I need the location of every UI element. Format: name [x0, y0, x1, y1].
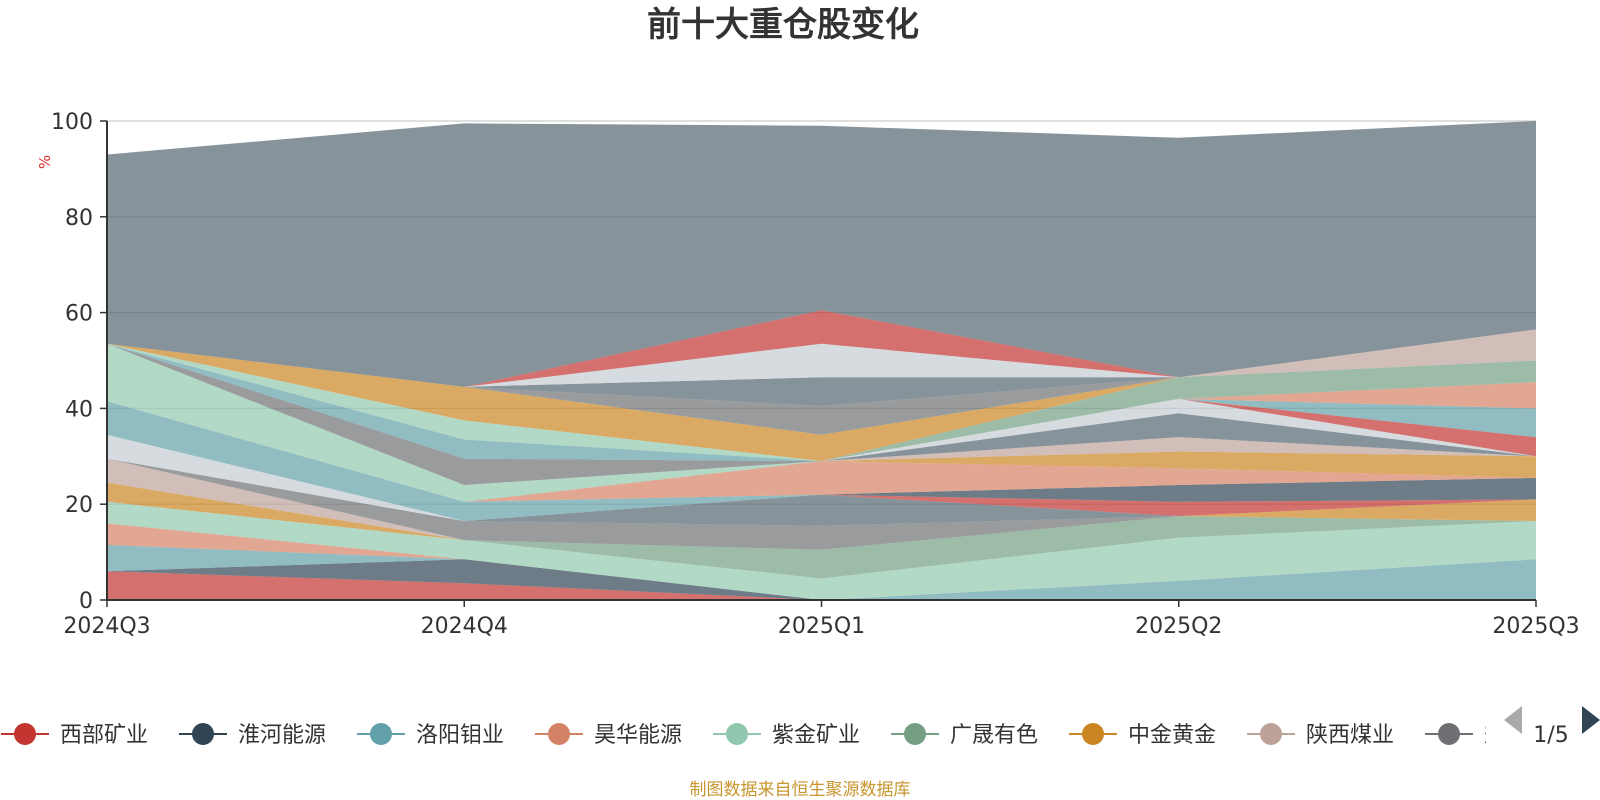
legend-item-3[interactable]: 昊华能源 [535, 723, 682, 748]
area-series-32 [107, 329, 1536, 387]
legend-next-arrow-icon[interactable] [1582, 706, 1600, 734]
area-series-17 [107, 343, 1536, 486]
legend-label: 紫金矿业 [772, 723, 860, 748]
area-series-12 [107, 434, 1536, 521]
y-tick-label-80: 80 [65, 206, 93, 231]
legend-label: 陕西煤业 [1306, 723, 1394, 748]
legend: 西部矿业 淮河能源 洛阳钼业 昊华能源 紫金矿业 广晟有色 中金黄金 陕西煤业 盐湖股份 [1, 723, 1572, 748]
legend-prev-arrow-icon[interactable] [1504, 706, 1522, 734]
legend-items: 西部矿业 淮河能源 洛阳钼业 昊华能源 紫金矿业 广晟有色 中金黄金 陕西煤业 盐湖股份 [1, 723, 1572, 748]
y-tick-label-40: 40 [65, 397, 93, 422]
legend-marker-icon [192, 723, 214, 745]
legend-marker-icon [1438, 723, 1460, 745]
legend-label: 广晟有色 [950, 723, 1038, 748]
legend-label: 西部矿业 [60, 723, 148, 748]
area-series-5 [107, 501, 1536, 579]
y-axis-unit: % [36, 155, 54, 169]
legend-label: 洛阳钼业 [416, 723, 504, 748]
y-tick-label-60: 60 [65, 302, 93, 327]
y-tick-label-0: 0 [79, 589, 93, 614]
legend-marker-icon [370, 723, 392, 745]
y-tick-label-100: 100 [51, 110, 93, 135]
legend-marker-icon [726, 723, 748, 745]
area-series-0 [107, 571, 1536, 600]
area-series-6 [107, 482, 1536, 550]
legend-item-0[interactable]: 西部矿业 [1, 723, 148, 748]
legend-item-4[interactable]: 紫金矿业 [713, 723, 860, 748]
x-tick-label-2024Q4: 2024Q4 [421, 614, 508, 639]
x-tick-label-2025Q3: 2025Q3 [1492, 614, 1579, 639]
source-note: 制图数据来自恒生聚源数据库 [690, 780, 911, 800]
legend-marker-icon [14, 723, 36, 745]
x-axis-ticks: 2024Q3 2024Q4 2025Q1 2025Q2 2025Q3 [63, 600, 1580, 639]
area-series-18 [107, 343, 1536, 486]
x-tick-label-2025Q2: 2025Q2 [1135, 614, 1222, 639]
chart-title: 前十大重仓股变化 [647, 5, 919, 45]
legend-label: 淮河能源 [238, 723, 326, 748]
area-series-9 [107, 458, 1536, 526]
area-series-28 [107, 343, 1536, 462]
area-series-33 [107, 310, 1536, 387]
legend-label: 中金黄金 [1128, 723, 1216, 748]
legend-item-5[interactable]: 广晟有色 [891, 723, 1038, 748]
legend-page-indicator: 1/5 [1533, 723, 1568, 748]
legend-label: 昊华能源 [594, 723, 682, 748]
x-tick-label-2024Q3: 2024Q3 [63, 614, 150, 639]
stacked-areas [107, 121, 1536, 600]
area-series-14 [107, 401, 1536, 502]
legend-marker-icon [548, 723, 570, 745]
legend-item-8[interactable]: 盐湖股份 [1425, 723, 1572, 748]
area-series-24 [107, 343, 1536, 462]
legend-label: 盐湖股份 [1484, 723, 1572, 748]
legend-item-2[interactable]: 洛阳钼业 [357, 723, 504, 748]
x-tick-label-2025Q1: 2025Q1 [778, 614, 865, 639]
area-series-34 [107, 121, 1536, 387]
legend-pager: 1/5 [1504, 706, 1600, 748]
y-tick-label-20: 20 [65, 493, 93, 518]
legend-marker-icon [1082, 723, 1104, 745]
legend-marker-icon [904, 723, 926, 745]
legend-marker-icon [1260, 723, 1282, 745]
legend-item-6[interactable]: 中金黄金 [1069, 723, 1216, 748]
area-series-26 [107, 343, 1536, 462]
area-series-8 [107, 458, 1536, 550]
y-axis-ticks: 0 20 40 60 80 100 [51, 110, 107, 614]
area-series-30 [107, 329, 1536, 435]
legend-item-1[interactable]: 淮河能源 [179, 723, 326, 748]
area-series-20 [107, 343, 1536, 462]
legend-item-7[interactable]: 陕西煤业 [1247, 723, 1394, 748]
area-series-1 [107, 559, 1536, 600]
area-series-2 [107, 544, 1536, 600]
area-series-4 [107, 501, 1536, 600]
